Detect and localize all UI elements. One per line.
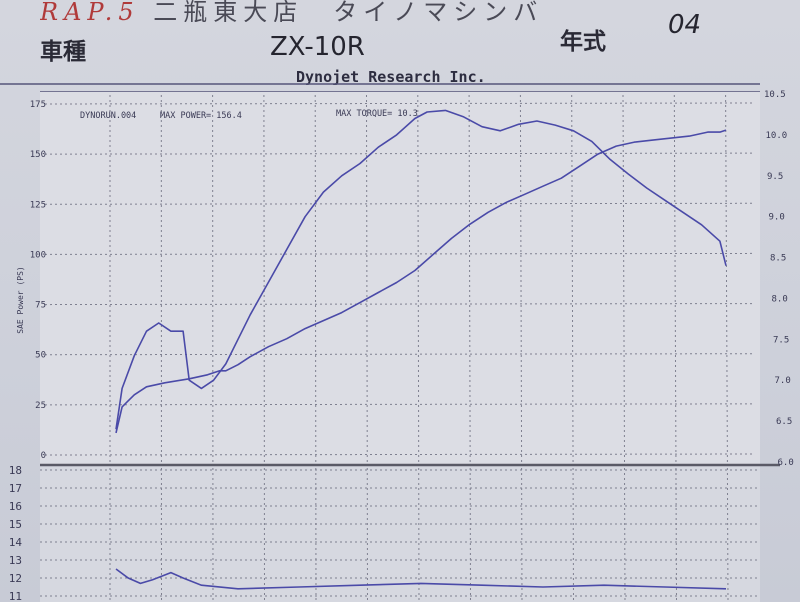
left-tick-label: 150: [30, 150, 46, 160]
right-tick-label: 8.0: [772, 294, 788, 304]
grid-hline: [44, 353, 756, 356]
header-shop-title: 二瓶東大店 タイノマシンバ: [153, 0, 544, 22]
model-value: ZX-10R: [270, 32, 365, 62]
year-value: 04: [668, 10, 702, 40]
lower-grid-vline: [624, 467, 626, 602]
lower-tick-label: 11: [9, 590, 22, 602]
model-label: 車種: [40, 39, 86, 65]
left-tick-label: 0: [41, 451, 46, 461]
upper-grid: [44, 94, 756, 463]
lower-tick-label: 15: [9, 518, 22, 531]
header-top-text: RAP.5 二瓶東大店 タイノマシンバ: [40, 0, 760, 22]
grid-hline: [44, 252, 756, 255]
grid-vline: [314, 94, 317, 463]
grid-hline: [44, 403, 756, 406]
grid-vline: [468, 94, 471, 463]
right-tick-label: 9.0: [769, 213, 785, 223]
upper-plot-area: [40, 92, 760, 464]
right-tick-label: 8.5: [770, 254, 786, 264]
y-axis-label: SAE Power (PS): [16, 266, 25, 333]
grid-vline: [519, 94, 523, 463]
right-tick-label: 9.5: [767, 172, 783, 182]
left-axis-ticks: 175 150 125 100 75 50 25 0: [30, 100, 46, 461]
lower-tick-label: 18: [9, 464, 22, 477]
lower-tick-label: 14: [9, 536, 23, 549]
left-tick-label: 75: [35, 301, 46, 311]
right-tick-label: 10.5: [764, 90, 786, 100]
grid-vline: [622, 94, 625, 463]
lower-grid-vline: [675, 467, 677, 602]
max-power-label: MAX POWER= 156.4: [160, 111, 242, 121]
afr-curve: [115, 568, 727, 590]
grid-vline: [673, 94, 677, 463]
left-tick-label: 125: [30, 200, 46, 210]
left-tick-label: 25: [35, 401, 46, 411]
grid-hline: [44, 303, 756, 306]
lower-axis-ticks: 18 17 16 15 14 13 12 11: [9, 464, 23, 602]
lower-plot-area: [40, 466, 760, 602]
grid-hline: [44, 102, 756, 105]
right-axis-ticks: 10.5 10.0 9.5 9.0 8.5 8.0 7.5 7.0 6.5 6.0: [764, 90, 794, 468]
run-label: DYNORUN.004: [80, 111, 136, 121]
series-layer: [115, 109, 727, 590]
year-label: 年式: [560, 29, 606, 55]
lower-tick-label: 12: [9, 572, 22, 585]
max-torque-label: MAX TORQUE= 10.3: [336, 109, 418, 119]
lower-tick-label: 13: [9, 554, 22, 567]
torque-curve: [115, 109, 727, 430]
grid-vline: [571, 94, 574, 463]
grid-hline: [44, 202, 756, 205]
right-tick-label: 6.0: [778, 458, 794, 468]
lower-tick-label: 16: [9, 500, 22, 513]
grid-hline: [44, 453, 756, 456]
left-tick-label: 100: [30, 250, 46, 260]
power-curve: [115, 129, 727, 434]
grid-vline: [366, 94, 368, 463]
lower-tick-label: 17: [9, 482, 22, 495]
right-tick-label: 7.5: [773, 335, 789, 345]
grid-vline: [725, 94, 728, 463]
left-tick-label: 175: [30, 100, 46, 110]
grid-hline: [44, 152, 756, 155]
grid-vline: [417, 94, 420, 463]
left-tick-label: 50: [35, 351, 46, 361]
right-tick-label: 7.0: [775, 376, 791, 386]
lower-grid-vline: [726, 467, 729, 602]
header-prefix: RAP.5: [40, 0, 140, 22]
company-name: Dynojet Research Inc.: [296, 68, 486, 86]
right-tick-label: 6.5: [776, 417, 792, 427]
right-tick-label: 10.0: [766, 131, 788, 141]
lower-grid: [40, 467, 760, 602]
